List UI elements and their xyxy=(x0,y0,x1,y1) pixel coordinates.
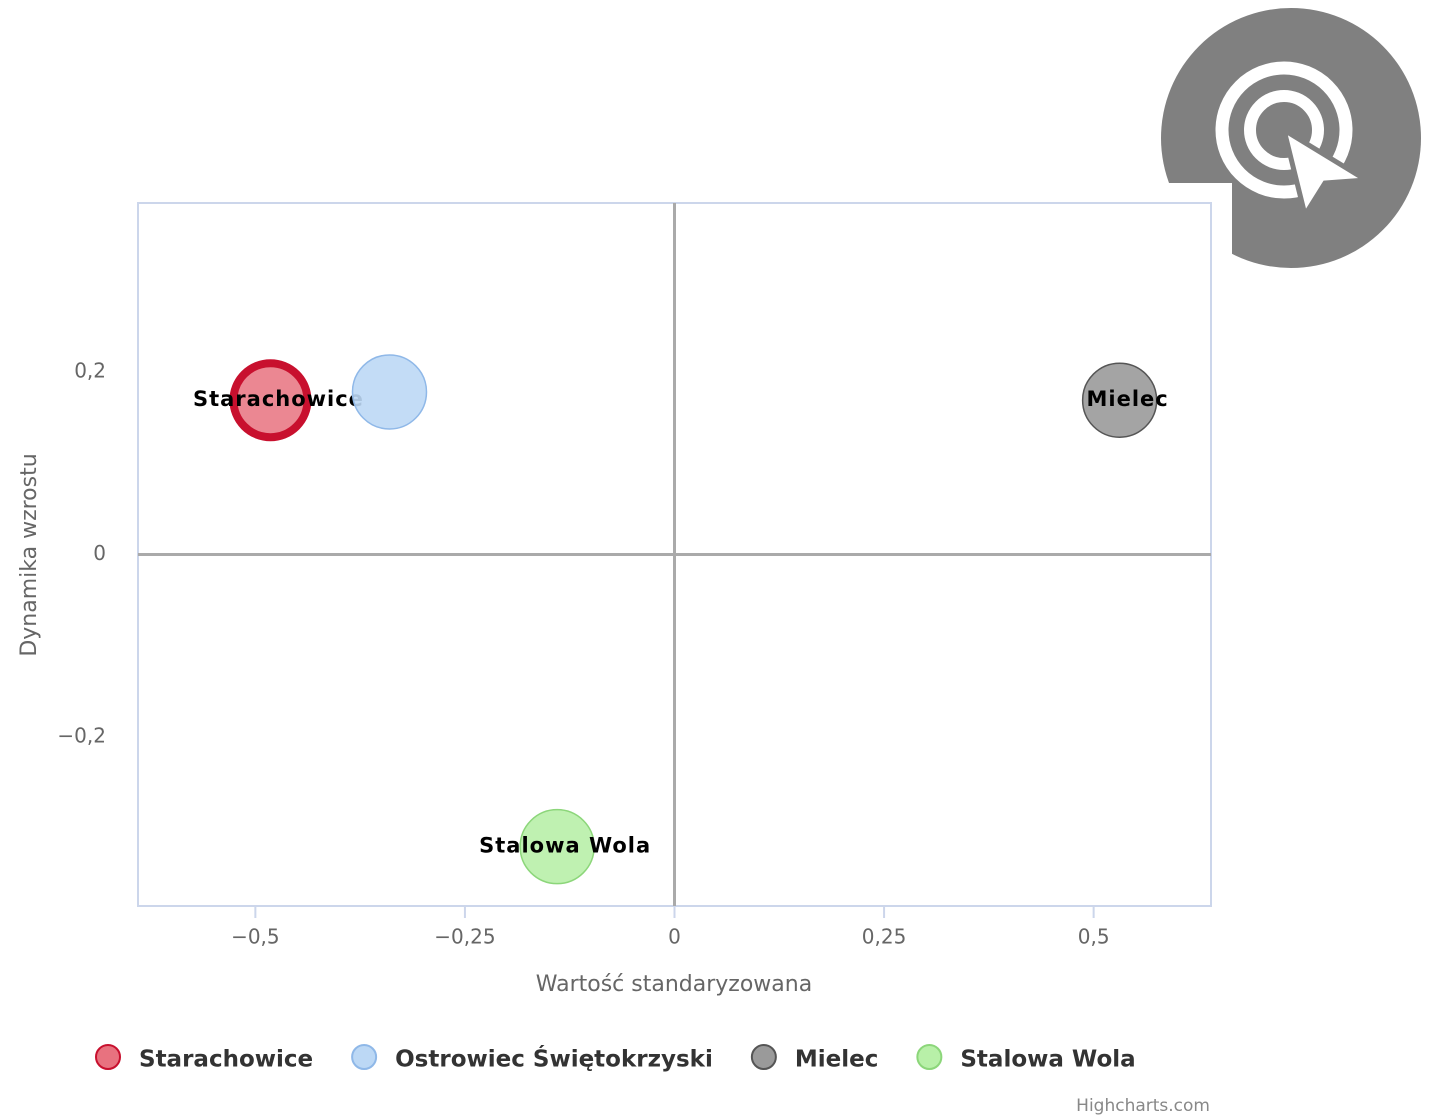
bubble xyxy=(1081,362,1158,438)
legend-label: Ostrowiec Świętokrzyski xyxy=(395,1045,713,1073)
legend-marker xyxy=(916,1044,943,1070)
bubble xyxy=(351,354,428,430)
data-label: Mielec xyxy=(1087,387,1169,411)
data-label: Stalowa Wola xyxy=(479,834,651,858)
logo xyxy=(1150,8,1421,278)
legend-label: Starachowice xyxy=(139,1047,313,1073)
legend-label: Stalowa Wola xyxy=(960,1047,1135,1073)
y-tick-label: −0,2 xyxy=(57,724,106,748)
bubble xyxy=(519,808,595,885)
x-tick-label: −0,5 xyxy=(231,925,280,949)
y-tick-label: 0,2 xyxy=(74,358,106,382)
x-axis-title: Wartość standaryzowana xyxy=(536,972,812,997)
legend-marker xyxy=(750,1044,777,1070)
x-tick-label: −0,25 xyxy=(434,925,495,949)
credit: Highcharts.com xyxy=(1076,1096,1210,1116)
x-tick-label: 0,25 xyxy=(862,925,907,949)
legend-marker xyxy=(95,1044,121,1070)
y-tick-label: 0 xyxy=(93,541,106,565)
data-label: Starachowice xyxy=(193,387,364,411)
legend-label: Mielec xyxy=(795,1047,879,1073)
x-tick-label: 0 xyxy=(668,925,681,949)
bubble xyxy=(229,359,312,442)
y-axis-title: Dynamika wzrostu xyxy=(17,453,42,656)
x-tick-label: 0,5 xyxy=(1078,925,1110,949)
legend-marker xyxy=(351,1044,378,1070)
